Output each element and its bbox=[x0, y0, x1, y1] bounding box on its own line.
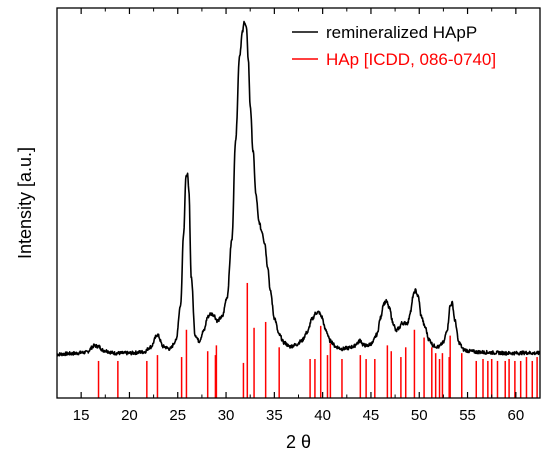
x-tick-label: 20 bbox=[121, 407, 138, 424]
x-tick-label: 55 bbox=[459, 407, 476, 424]
x-tick-label: 35 bbox=[266, 407, 283, 424]
x-tick-label: 40 bbox=[314, 407, 331, 424]
y-axis-label: Intensity [a.u.] bbox=[15, 147, 35, 259]
x-tick-label: 50 bbox=[411, 407, 428, 424]
x-tick-label: 25 bbox=[169, 407, 186, 424]
legend-label-hap-icdd: HAp [ICDD, 086-0740] bbox=[326, 50, 496, 69]
reference-sticks-group bbox=[97, 282, 538, 398]
legend-label-remineralized-happ: remineralized HApP bbox=[326, 23, 477, 42]
x-tick-label: 45 bbox=[363, 407, 380, 424]
x-tick-label: 60 bbox=[508, 407, 525, 424]
x-tick-label: 15 bbox=[73, 407, 90, 424]
x-tick-label: 30 bbox=[218, 407, 235, 424]
series-line-remineralized-happ bbox=[56, 20, 541, 357]
x-axis-label: 2 θ bbox=[286, 432, 311, 452]
x-axis-ticks: 15 20 25 30 35 40 45 50 55 60 bbox=[56, 8, 541, 424]
legend: remineralized HApP HAp [ICDD, 086-0740] bbox=[292, 23, 496, 69]
